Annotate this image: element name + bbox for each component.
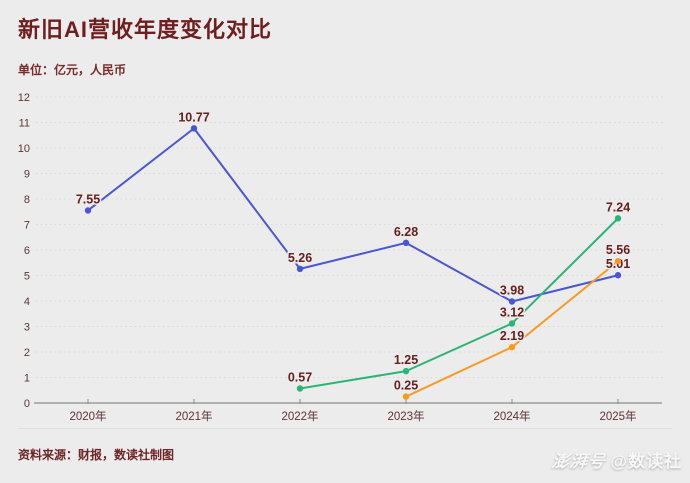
blue-line-value-label: 5.26: [288, 251, 312, 265]
blue-line-value-label: 7.55: [76, 192, 100, 206]
blue-line-point: [84, 207, 92, 214]
green-line-point: [614, 215, 622, 222]
x-tick-label: 2020年: [69, 409, 106, 423]
blue-line-point: [508, 298, 516, 305]
orange-line-value-label: 0.25: [394, 379, 418, 393]
orange-line-point: [508, 343, 516, 351]
y-tick-label: 8: [24, 194, 30, 206]
y-tick-label: 1: [24, 373, 30, 385]
unit-subtitle: 单位：亿元，人民币: [18, 63, 127, 77]
y-tick-label: 11: [19, 118, 30, 130]
blue-line-point: [190, 125, 198, 132]
watermark: 澎湃号 @数读社: [550, 447, 682, 472]
y-tick-label: 3: [24, 322, 30, 334]
x-tick-label: 2022年: [281, 409, 318, 423]
watermark-handle: @数读社: [610, 452, 682, 471]
footer-divider: [18, 428, 672, 429]
pengpai-logo: 澎湃号: [550, 452, 608, 471]
source-note: 资料来源：财报，数读社制图: [18, 448, 175, 462]
green-line-path: [299, 217, 619, 390]
y-tick-label: 6: [24, 245, 30, 257]
blue-line-value-label: 6.28: [394, 225, 418, 239]
orange-line-point: [614, 258, 622, 265]
blue-line-path: [87, 127, 619, 303]
green-line-point: [508, 320, 516, 327]
page-title: 新旧AI营收年度变化对比: [18, 17, 273, 42]
green-line-point: [402, 367, 410, 375]
green-line-value-label: 1.25: [394, 353, 418, 367]
blue-line-point: [614, 272, 622, 279]
y-tick-label: 10: [18, 143, 30, 155]
orange-line-value-label: 2.19: [500, 329, 524, 343]
y-tick-label: 5: [24, 271, 30, 283]
y-tick-label: 12: [18, 92, 30, 104]
green-line-point: [296, 385, 304, 392]
x-tick-label: 2024年: [493, 409, 530, 423]
y-tick-label: 9: [24, 169, 30, 181]
y-tick-label: 7: [24, 220, 30, 232]
green-line-value-label: 3.12: [500, 305, 524, 319]
orange-line-value-label: 5.56: [606, 243, 630, 257]
orange-line-point: [402, 393, 410, 400]
blue-line-point: [402, 239, 410, 247]
green-line-value-label: 0.57: [288, 370, 312, 384]
blue-line-point: [296, 265, 304, 273]
x-tick-label: 2021年: [175, 409, 212, 423]
y-tick-label: 2: [24, 347, 30, 359]
green-line-value-label: 7.24: [606, 200, 630, 214]
x-tick-label: 2025年: [599, 409, 636, 423]
blue-line-value-label: 3.98: [500, 284, 524, 298]
y-tick-label: 0: [24, 398, 30, 410]
blue-line-value-label: 10.77: [178, 110, 209, 124]
x-tick-label: 2023年: [387, 409, 424, 423]
y-tick-label: 4: [24, 296, 30, 308]
